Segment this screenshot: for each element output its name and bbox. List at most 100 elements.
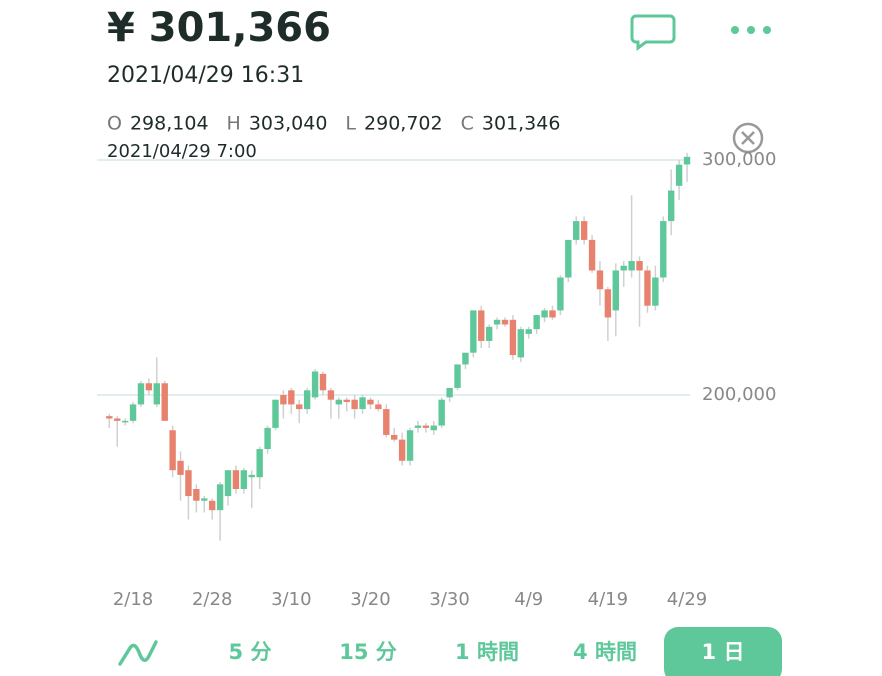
cursor-time: 2021/04/29 7:00 xyxy=(107,141,257,162)
comment-button[interactable] xyxy=(630,14,676,51)
timeframe-tab[interactable]: 1 日 xyxy=(664,627,782,676)
x-tick-label: 4/19 xyxy=(588,589,628,610)
candle-body xyxy=(525,329,532,334)
candle-body xyxy=(129,404,137,421)
candle-body xyxy=(327,390,335,400)
price: ¥ 301,366 xyxy=(107,5,331,51)
dot xyxy=(731,26,739,34)
datetime: 2021/04/29 16:31 xyxy=(107,63,304,88)
candle-body xyxy=(161,383,168,421)
ohlc-value: 298,104 xyxy=(130,113,209,135)
dot xyxy=(747,26,755,34)
candle-body xyxy=(280,395,287,405)
candle-body xyxy=(683,156,691,165)
more-button[interactable] xyxy=(731,26,771,34)
x-tick-label: 4/9 xyxy=(514,589,543,610)
candle-body xyxy=(604,289,612,318)
candle-body xyxy=(557,277,564,311)
candle-body xyxy=(383,409,390,435)
candle-body xyxy=(612,270,619,311)
candle-body xyxy=(517,329,525,358)
ohlc-key: H xyxy=(227,113,241,135)
candle-body xyxy=(319,373,327,391)
candle-body xyxy=(288,390,295,405)
candle-body xyxy=(541,310,548,318)
x-tick-label: 2/28 xyxy=(192,589,232,610)
tab-label: 1 日 xyxy=(702,640,745,664)
candle-body xyxy=(256,449,263,478)
candle-body xyxy=(422,425,430,428)
dot xyxy=(763,26,771,34)
candle-body xyxy=(446,387,453,398)
close-icon xyxy=(732,122,764,154)
candle-body xyxy=(391,434,398,440)
candle-body xyxy=(580,221,588,240)
timeframe-tab[interactable]: 1 時間 xyxy=(455,640,519,664)
candle-body xyxy=(533,315,540,330)
candle-body xyxy=(145,383,153,391)
timeframe-tab[interactable]: 15 分 xyxy=(339,640,397,664)
x-tick-label: 2/18 xyxy=(113,589,153,610)
candle-body xyxy=(264,427,271,450)
candle-body xyxy=(208,500,216,511)
candle-body xyxy=(454,364,461,388)
candle-body xyxy=(248,474,255,478)
x-tick-label: 4/29 xyxy=(667,589,707,610)
candle-body xyxy=(406,430,414,461)
candle-body xyxy=(216,484,224,511)
candle-body xyxy=(438,399,445,426)
timeframe-tab[interactable]: 5 分 xyxy=(229,640,272,664)
candle-body xyxy=(343,399,350,403)
candle-body xyxy=(652,277,659,306)
tab-label: 4 時間 xyxy=(573,640,637,664)
candle-body xyxy=(114,418,121,421)
candle-body xyxy=(240,470,248,489)
line-chart-toggle[interactable] xyxy=(118,640,158,666)
candle-body xyxy=(478,310,485,341)
tab-highlight xyxy=(664,627,782,676)
candle-body xyxy=(470,310,477,353)
timeframe-tab[interactable]: 4 時間 xyxy=(573,640,637,664)
candle-body xyxy=(501,319,509,325)
close-cursor-button[interactable] xyxy=(732,122,764,154)
candle-body xyxy=(414,425,422,428)
candle-body xyxy=(153,383,160,405)
candle-body xyxy=(193,489,200,501)
candle-body xyxy=(185,470,192,497)
y-tick-label: 300,000 xyxy=(702,149,776,170)
candle-body xyxy=(430,425,437,431)
candle-body xyxy=(462,352,469,365)
y-tick-label: 200,000 xyxy=(702,384,776,405)
candle-body xyxy=(351,399,358,410)
line-icon xyxy=(118,640,158,666)
candle-body xyxy=(628,261,635,271)
candle-body xyxy=(224,470,232,497)
tab-label: 5 分 xyxy=(229,640,272,664)
candle-body xyxy=(137,383,145,405)
candle-body xyxy=(367,399,374,405)
candle-body xyxy=(232,470,240,489)
candle-body xyxy=(359,397,366,410)
candle-body xyxy=(335,399,343,405)
x-tick-label: 3/30 xyxy=(429,589,469,610)
candle-body xyxy=(177,460,184,475)
candle-body xyxy=(201,498,208,501)
tab-label: 1 時間 xyxy=(455,640,519,664)
candle-body xyxy=(596,270,604,290)
candle-body xyxy=(493,319,501,325)
ohlc-key: L xyxy=(345,113,356,135)
candle-body xyxy=(620,265,627,271)
ohlc-key: C xyxy=(461,113,474,135)
candle-body xyxy=(106,416,113,419)
candle-body xyxy=(644,270,651,306)
candle-body xyxy=(169,430,176,471)
candle-body xyxy=(667,190,675,222)
ohlc-key: O xyxy=(107,113,122,135)
x-tick-label: 3/20 xyxy=(350,589,390,610)
candle-body xyxy=(509,319,517,356)
candle-body xyxy=(675,164,683,186)
candle-body xyxy=(375,404,382,410)
candle-body xyxy=(311,371,319,398)
close-icon-x xyxy=(741,131,755,145)
